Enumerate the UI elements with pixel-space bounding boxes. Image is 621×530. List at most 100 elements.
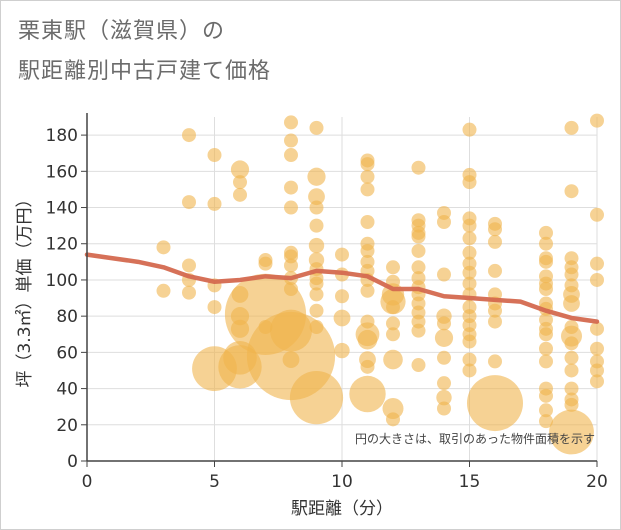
data-bubble	[284, 258, 298, 273]
data-bubble	[411, 229, 426, 244]
data-bubble	[488, 222, 502, 237]
data-bubble	[462, 175, 477, 190]
data-bubble	[564, 184, 579, 199]
data-bubble	[386, 316, 400, 331]
data-bubble	[462, 334, 477, 349]
data-bubble	[182, 285, 196, 300]
data-bubble	[284, 148, 298, 163]
data-bubble	[230, 160, 250, 179]
data-bubble	[386, 327, 400, 342]
data-bubble	[590, 113, 604, 128]
data-bubble	[182, 195, 196, 210]
data-bubble	[308, 237, 325, 254]
data-bubble	[462, 122, 477, 137]
data-bubble	[539, 282, 553, 296]
data-bubble	[207, 196, 222, 211]
data-bubble	[437, 267, 451, 282]
data-bubble	[156, 240, 171, 255]
data-bubble	[564, 381, 579, 396]
data-bubble	[488, 303, 502, 318]
data-bubble	[282, 351, 300, 369]
data-bubble	[462, 218, 477, 233]
data-bubble	[488, 354, 502, 369]
data-bubble	[564, 336, 579, 351]
data-bubble	[590, 207, 604, 222]
data-bubble	[411, 160, 426, 175]
data-bubble	[564, 363, 579, 378]
y-tick-label: 180	[46, 126, 78, 146]
data-bubble	[360, 182, 375, 197]
data-bubble	[590, 374, 604, 389]
data-bubble	[258, 256, 273, 271]
data-bubble	[563, 295, 580, 312]
data-bubble	[357, 329, 378, 350]
data-bubble	[207, 148, 222, 163]
data-bubble	[309, 218, 324, 233]
data-bubble	[207, 300, 222, 315]
bubble-layer	[156, 113, 604, 455]
data-bubble	[308, 188, 325, 206]
data-bubble	[462, 352, 477, 367]
data-bubble	[307, 167, 326, 186]
data-bubble	[309, 276, 324, 291]
y-tick-label: 0	[67, 452, 78, 472]
data-bubble	[386, 412, 400, 427]
y-tick-label: 60	[56, 343, 78, 363]
data-bubble	[349, 375, 386, 413]
y-tick-label: 20	[56, 416, 78, 436]
y-tick-label: 160	[46, 162, 78, 182]
data-bubble	[539, 414, 553, 429]
chart-title-line2: 駅距離別中古戸建て価格	[18, 59, 272, 84]
data-bubble	[156, 283, 171, 298]
y-tick-label: 40	[56, 380, 78, 400]
data-bubble	[539, 225, 553, 240]
data-bubble	[462, 231, 477, 246]
y-axis-label: 坪（3.3㎡）単価（万円）	[15, 190, 35, 387]
tick-labels: 0 20 40 60 80 100 120 140 160 180 0 5 10 15 20	[46, 126, 608, 492]
data-bubble	[437, 401, 451, 416]
x-tick-label: 20	[586, 472, 608, 492]
data-bubble	[462, 265, 477, 280]
data-bubble	[539, 388, 553, 403]
data-bubble	[233, 175, 247, 190]
data-bubble	[182, 258, 196, 273]
data-bubble	[233, 187, 247, 202]
data-bubble	[284, 282, 298, 296]
data-bubble	[462, 363, 477, 378]
x-tick-label: 5	[209, 472, 220, 492]
data-bubble	[462, 245, 477, 260]
data-bubble	[411, 323, 426, 338]
data-bubble	[564, 350, 579, 365]
bubble-size-note: 円の大きさは、取引のあった物件面積を示す	[355, 431, 595, 446]
data-bubble	[539, 403, 553, 418]
data-bubble	[284, 200, 298, 215]
data-bubble	[383, 349, 403, 370]
data-bubble	[360, 169, 375, 184]
x-axis-label: 駅距離（分）	[291, 499, 393, 519]
data-bubble	[360, 243, 375, 258]
data-bubble	[590, 341, 604, 356]
data-bubble	[590, 363, 604, 378]
x-tick-label: 0	[82, 472, 93, 492]
data-bubble	[284, 133, 298, 148]
data-bubble	[411, 243, 426, 258]
data-bubble	[335, 247, 349, 262]
data-bubble	[437, 350, 451, 365]
data-bubble	[488, 314, 502, 329]
data-bubble	[590, 321, 604, 336]
data-bubble	[309, 120, 324, 135]
y-tick-label: 80	[56, 307, 78, 327]
data-bubble	[335, 289, 349, 304]
data-bubble	[437, 215, 451, 230]
data-bubble	[284, 115, 298, 130]
data-bubble	[334, 342, 350, 359]
data-bubble	[539, 236, 553, 251]
data-bubble	[360, 215, 375, 230]
data-bubble	[289, 371, 344, 425]
data-bubble	[437, 376, 451, 391]
data-bubble	[539, 354, 553, 369]
y-tick-label: 140	[46, 199, 78, 219]
trend-line	[84, 252, 600, 324]
data-bubble	[284, 180, 298, 195]
